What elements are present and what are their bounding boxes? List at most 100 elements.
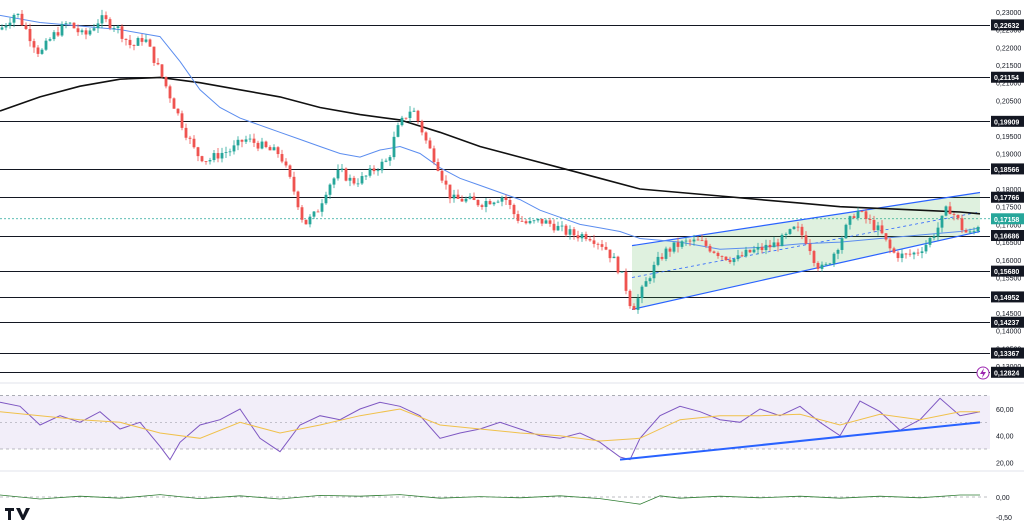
candle-bullish xyxy=(68,22,72,24)
candle-bearish xyxy=(816,262,820,269)
candle-bearish xyxy=(508,199,512,205)
candle-bullish xyxy=(208,160,212,162)
candle-bearish xyxy=(588,239,592,241)
candle-bearish xyxy=(600,244,604,247)
candle-bullish xyxy=(500,197,504,202)
level-label-box xyxy=(991,347,1024,359)
candle-bearish xyxy=(708,245,712,252)
candle-bearish xyxy=(196,147,200,157)
candle-bearish xyxy=(420,121,424,133)
price-axis-tick: 0,21000 xyxy=(996,81,1021,88)
candle-bullish xyxy=(88,30,92,35)
candle-bullish xyxy=(912,252,916,255)
candle-bullish xyxy=(228,151,232,153)
rsi-signal-line xyxy=(0,408,980,442)
candle-bearish xyxy=(488,201,492,205)
candle-bearish xyxy=(504,197,508,200)
rsi-trendline xyxy=(619,421,981,461)
candle-bullish xyxy=(356,183,360,185)
candle-bullish xyxy=(64,23,68,25)
price-axis-layer: 0,23000 0,22500 0,22000 0,21500 0,21000 0,205… xyxy=(991,10,1024,522)
level-label-box xyxy=(991,191,1024,203)
candle-bearish xyxy=(300,207,304,220)
candle-bullish xyxy=(664,248,668,259)
candle-bullish xyxy=(412,110,416,112)
candle-bearish xyxy=(608,249,612,259)
candle-bullish xyxy=(16,13,20,15)
candle-bullish xyxy=(856,211,860,219)
candle-bullish xyxy=(40,49,44,54)
level-label: 0,12824 xyxy=(994,370,1019,377)
candle-bullish xyxy=(636,298,640,310)
candle-bearish xyxy=(564,225,568,235)
candle-bullish xyxy=(876,225,880,231)
candle-bearish xyxy=(56,32,60,36)
level-label: 0,16686 xyxy=(994,234,1019,241)
candle-bearish xyxy=(188,137,192,139)
candle-bearish xyxy=(252,138,256,143)
candle-bullish xyxy=(932,236,936,238)
candle-bullish xyxy=(48,39,52,41)
candle-bearish xyxy=(716,252,720,257)
candle-bearish xyxy=(428,140,432,149)
candle-bearish xyxy=(892,248,896,253)
candle-bearish xyxy=(552,223,556,231)
candle-bullish xyxy=(464,198,468,202)
price-axis-tick: 0,14000 xyxy=(996,329,1021,336)
candle-bullish xyxy=(60,23,64,36)
candle-bearish xyxy=(444,180,448,185)
candle-bullish xyxy=(212,153,216,161)
candle-bearish xyxy=(884,233,888,240)
candle-bullish xyxy=(848,216,852,225)
candle-bearish xyxy=(760,246,764,251)
candle-bearish xyxy=(616,256,620,273)
channel-upper-line xyxy=(631,191,981,247)
candle-bullish xyxy=(236,139,240,146)
price-axis-tick: 0,19500 xyxy=(996,134,1021,141)
moving-average-long-line xyxy=(0,76,981,215)
candles-layer xyxy=(0,9,980,314)
candle-bearish xyxy=(712,251,716,253)
channel-lower-line xyxy=(631,230,981,310)
candle-bearish xyxy=(524,221,528,224)
channel-fill xyxy=(632,192,980,310)
candle-bullish xyxy=(336,169,340,179)
candle-bullish xyxy=(12,14,16,23)
candle-bullish xyxy=(80,30,84,33)
candle-bullish xyxy=(376,170,380,172)
candle-bullish xyxy=(944,206,948,216)
candle-bearish xyxy=(668,248,672,252)
level-label: 0,14952 xyxy=(994,295,1019,302)
candle-bullish xyxy=(96,23,100,29)
candle-bearish xyxy=(952,214,956,215)
candle-bullish xyxy=(400,117,404,126)
candle-bearish xyxy=(216,153,220,159)
candle-bearish xyxy=(416,110,420,122)
candle-bearish xyxy=(576,235,580,239)
candle-bearish xyxy=(460,198,464,202)
candle-bullish xyxy=(556,225,560,231)
level-label: 0,13367 xyxy=(994,351,1019,358)
candle-bearish xyxy=(120,26,124,39)
candle-bearish xyxy=(660,256,664,259)
candle-bearish xyxy=(700,240,704,242)
candle-bearish xyxy=(172,98,176,109)
candle-bullish xyxy=(340,168,344,170)
level-label-box xyxy=(991,163,1024,175)
candle-bearish xyxy=(724,256,728,261)
candle-bullish xyxy=(392,136,396,158)
candle-bearish xyxy=(128,39,132,46)
candle-bearish xyxy=(476,199,480,206)
candle-bearish xyxy=(592,240,596,244)
candle-bearish xyxy=(480,205,484,207)
candle-bullish xyxy=(924,244,928,252)
rsi-axis-tick: 40,00 xyxy=(996,434,1014,441)
candle-bearish xyxy=(720,256,724,257)
candle-bearish xyxy=(288,165,292,177)
candle-bullish xyxy=(224,152,228,153)
lightning-icon[interactable] xyxy=(976,366,990,380)
candle-bullish xyxy=(484,201,488,207)
candle-bullish xyxy=(384,160,388,162)
candle-bullish xyxy=(840,238,844,250)
